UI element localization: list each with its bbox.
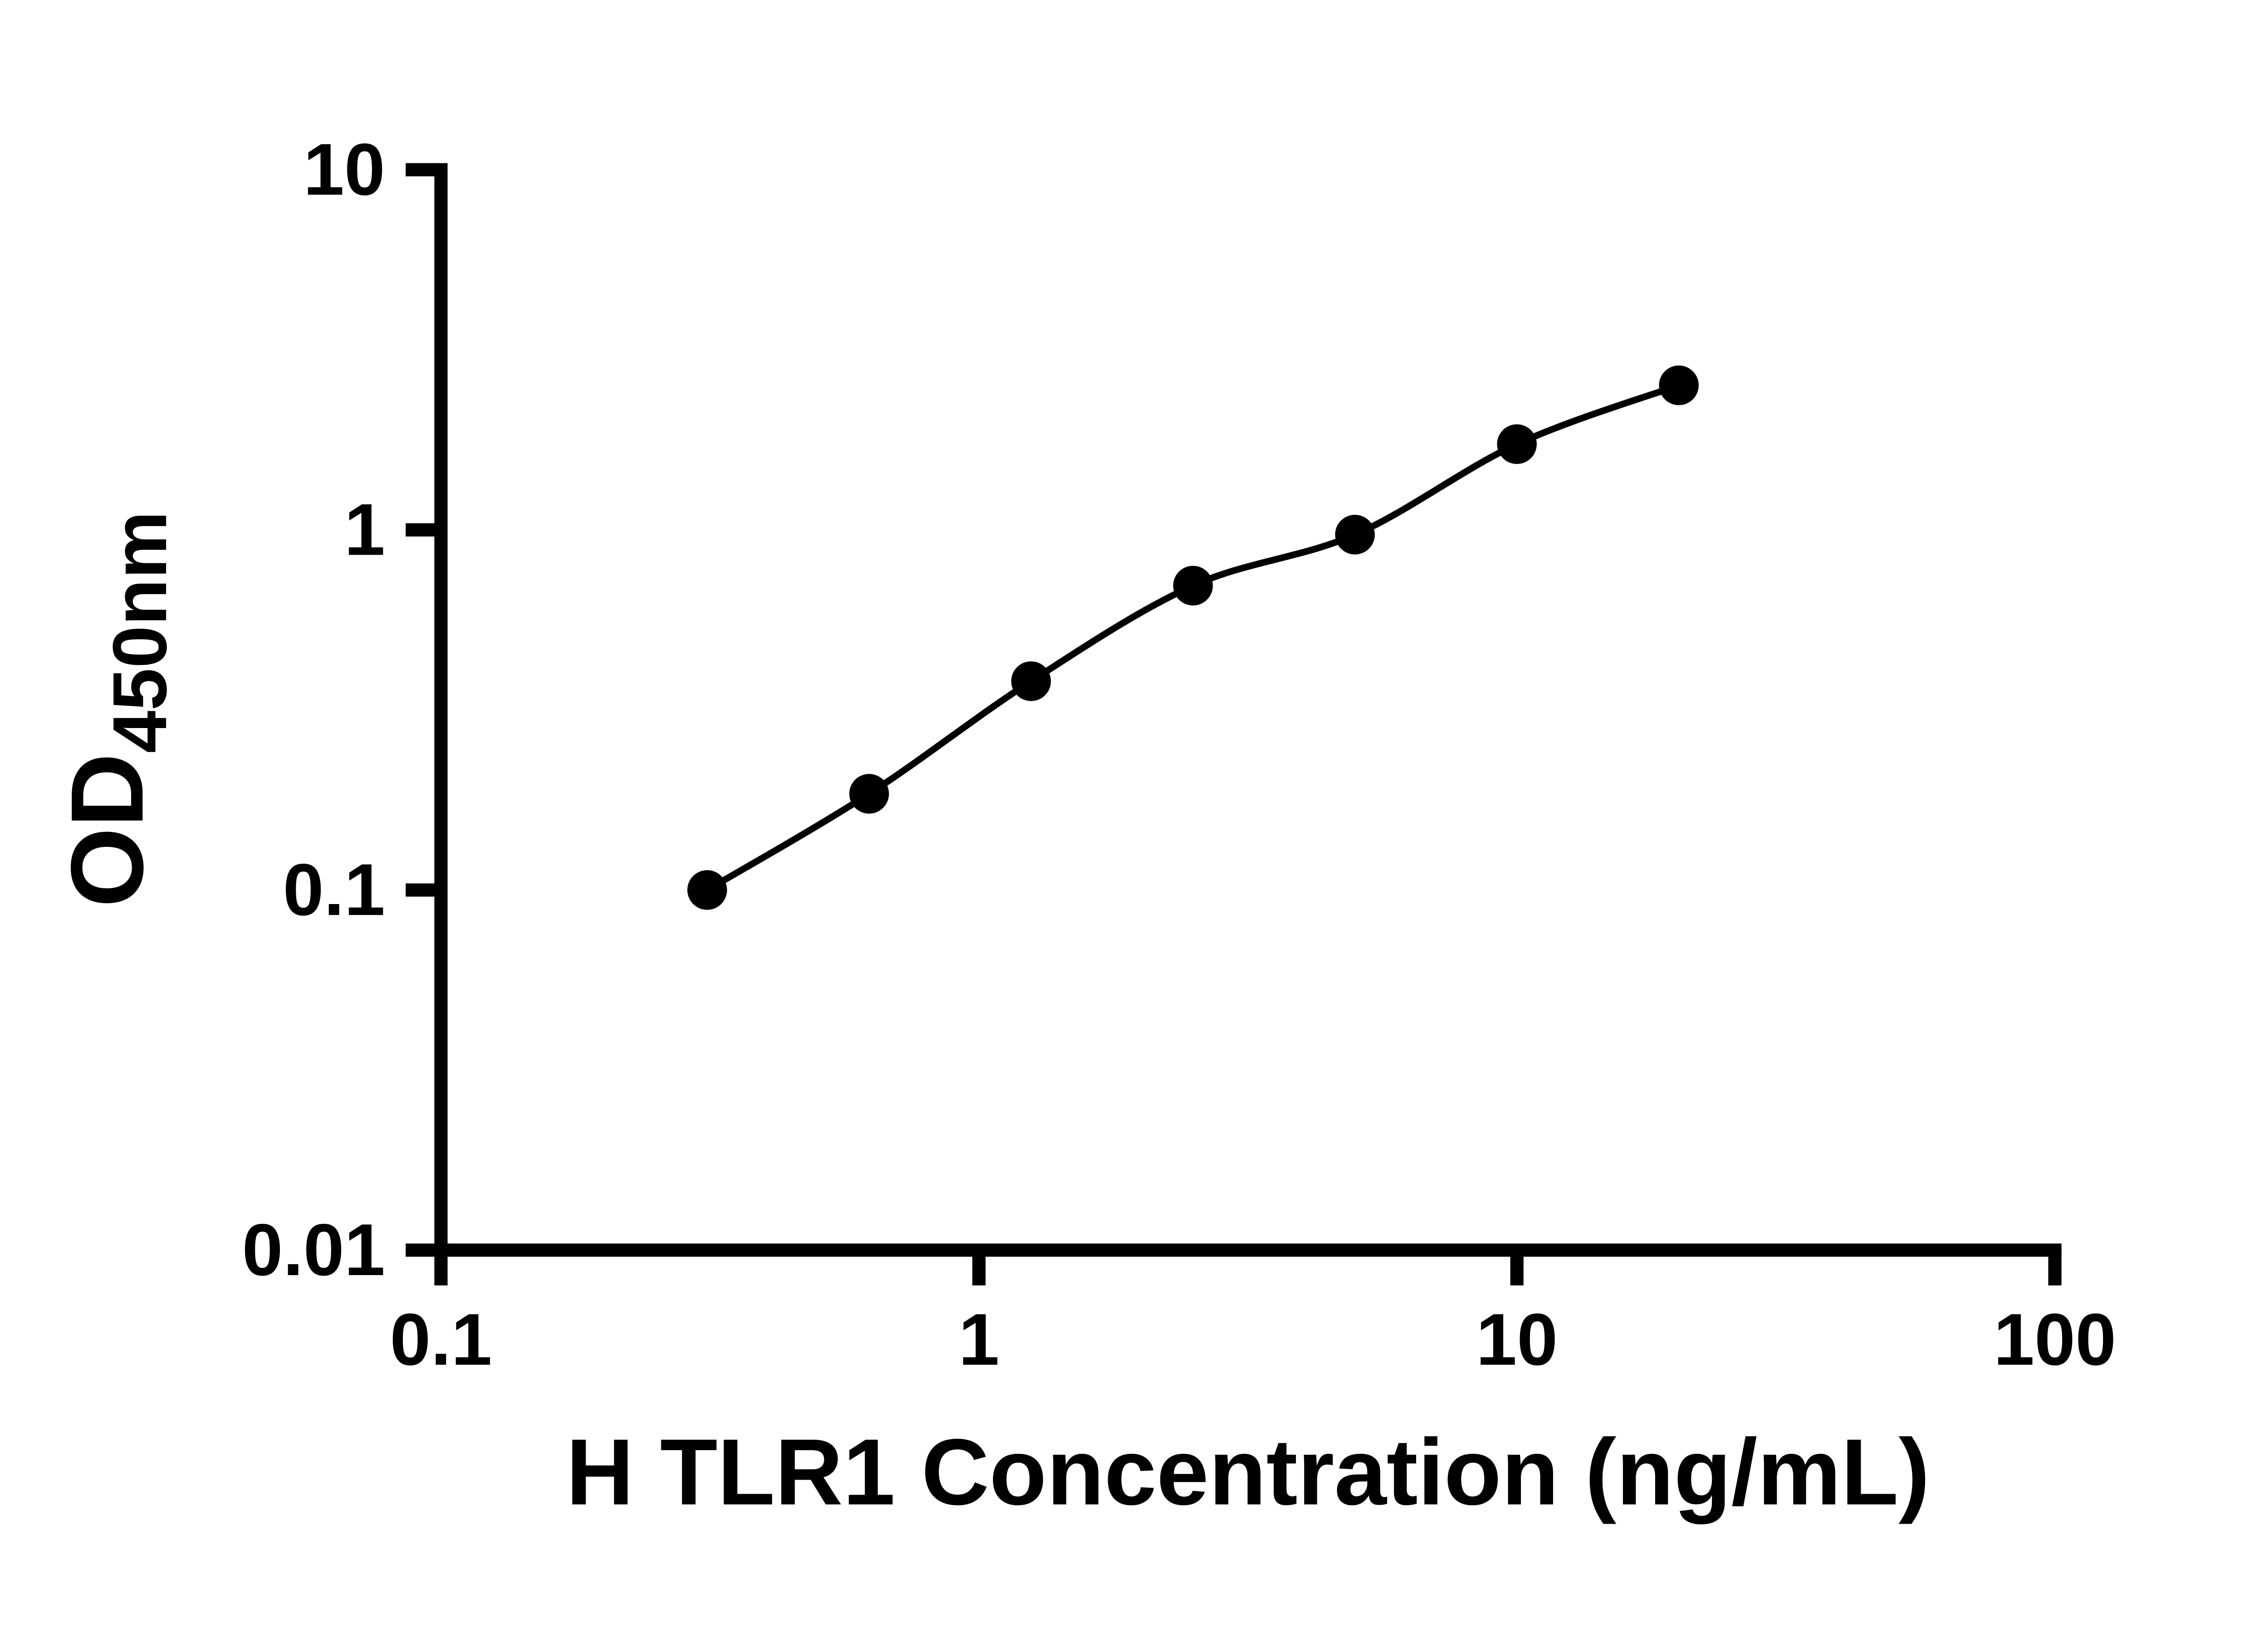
axis-spines (434, 163, 2062, 1257)
y-axis-tick-label: 0.01 (242, 1209, 385, 1291)
data-point-marker (1659, 365, 1699, 406)
data-point-marker (1335, 514, 1375, 555)
data-point-marker (1497, 424, 1537, 464)
data-point-marker (1011, 661, 1051, 701)
y-axis-tick-label: 1 (344, 489, 385, 571)
standard-curve-line (704, 382, 1682, 894)
x-axis-tick-label: 1 (958, 1299, 999, 1381)
y-axis-title-main: OD (50, 753, 165, 907)
x-axis-tick-label: 100 (1994, 1299, 2116, 1381)
data-series (687, 365, 1699, 910)
x-axis-title: H TLR1 Concentration (ng/mL) (566, 1419, 1930, 1525)
data-point-marker (849, 774, 889, 814)
y-axis-title: OD450nm (50, 511, 182, 907)
y-axis-tick-label: 10 (303, 128, 385, 210)
y-axis-tick-label: 0.1 (283, 849, 385, 931)
x-axis-tick-label: 0.1 (390, 1299, 492, 1381)
axis-ticks (406, 163, 2062, 1286)
axes (434, 163, 2062, 1257)
data-point-marker (687, 870, 727, 910)
data-point-marker (1173, 566, 1213, 606)
x-axis-tick-label: 10 (1476, 1299, 1558, 1381)
y-axis-title-subscript: 450nm (97, 511, 182, 753)
